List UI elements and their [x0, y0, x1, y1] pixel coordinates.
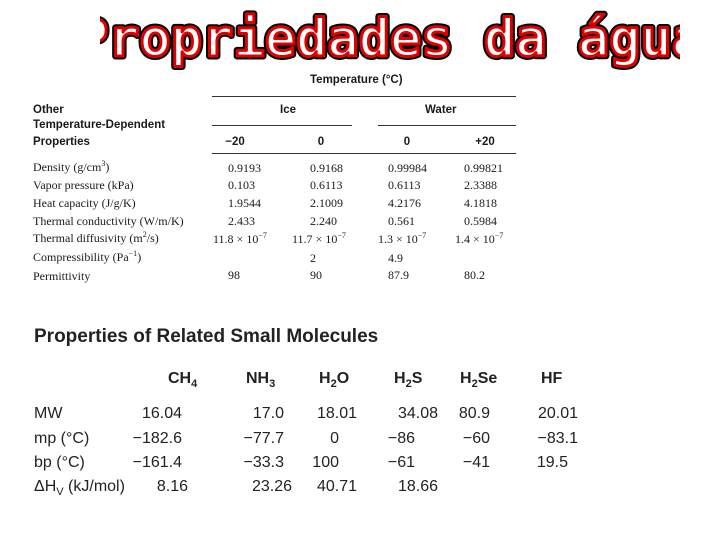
- table-cell: 20.01: [537, 405, 578, 422]
- row-label-heat-capacity: Heat capacity (J/g/K): [33, 196, 136, 210]
- slide-title-text: Propriedades da água: [100, 9, 680, 69]
- table-cell: −41: [462, 454, 490, 471]
- col-header-ch4: CH4: [168, 370, 198, 390]
- table-cell: 8.16: [156, 478, 188, 495]
- table-cell: 2.240: [310, 214, 337, 228]
- table-cell: 90: [310, 268, 322, 282]
- divider: [212, 125, 352, 126]
- col-header-hf: HF: [541, 370, 563, 387]
- row-label-thermal-conductivity: Thermal conductivity (W/m/K): [33, 214, 184, 228]
- table-cell: 0: [330, 430, 339, 447]
- related-molecules-title: Properties of Related Small Molecules: [34, 326, 379, 347]
- divider: [212, 96, 516, 97]
- table-cell: 18.66: [397, 478, 438, 495]
- table-cell: 34.08: [397, 405, 438, 422]
- table-cell: 2.433: [228, 214, 255, 228]
- table-cell: 2.3388: [464, 178, 497, 192]
- table-cell: 11.8 × 10−7: [213, 231, 267, 246]
- table-cell: 19.5: [536, 454, 568, 471]
- table-cell: 11.7 × 10−7: [292, 231, 346, 246]
- row-label-density: Density (g/cm3): [33, 159, 110, 174]
- table-cell: 17.0: [252, 405, 284, 422]
- table-cell: 98: [228, 268, 240, 282]
- table-cell: 1.3 × 10−7: [378, 231, 427, 246]
- table-cell: 2: [310, 251, 316, 265]
- water-header: Water: [425, 104, 457, 116]
- table-cell: −77.7: [243, 430, 284, 447]
- table-cell: 0.561: [388, 214, 415, 228]
- table-cell: 0.103: [228, 178, 255, 192]
- table-cell: 0.5984: [464, 214, 497, 228]
- table-cell: 4.2176: [388, 196, 421, 210]
- table-cell: −161.4: [132, 454, 182, 471]
- table-cell: −83.1: [537, 430, 578, 447]
- table-cell: 4.1818: [464, 196, 497, 210]
- table-cell: 2.1009: [310, 196, 343, 210]
- col-header-h2se: H2Se: [460, 370, 498, 390]
- slide-title: Propriedades da água Propriedades da águ…: [100, 4, 680, 74]
- col-header-h2s: H2S: [394, 370, 423, 390]
- row-label-bp: bp (°C): [34, 454, 85, 471]
- table-cell: 80.9: [458, 405, 490, 422]
- row-label-compressibility: Compressibility (Pa−1): [33, 249, 142, 264]
- temp-col-2: 0: [317, 136, 325, 148]
- temp-col-1: −20: [225, 136, 245, 148]
- table-cell: −60: [462, 430, 490, 447]
- table-cell: 100: [312, 454, 339, 471]
- table-cell: 18.01: [316, 405, 357, 422]
- table-cell: −61: [387, 454, 415, 471]
- row-label-mw: MW: [34, 405, 63, 422]
- table-cell: 4.9: [388, 251, 403, 265]
- temp-col-3: 0: [403, 136, 411, 148]
- table-cell: 0.6113: [310, 178, 343, 192]
- table-cell: 0.9193: [228, 161, 261, 175]
- temperature-header: Temperature (°C): [310, 74, 403, 86]
- row-header-line-3: Properties: [33, 136, 90, 148]
- row-label-enthalpy: ΔHV (kJ/mol): [34, 478, 125, 498]
- table-cell: 1.9544: [228, 196, 261, 210]
- table-cell: 87.9: [388, 268, 409, 282]
- row-header-line-1: Other: [33, 104, 64, 116]
- row-label-permittivity: Permittivity: [33, 269, 91, 283]
- table-cell: −182.6: [132, 430, 182, 447]
- table-cell: 0.9168: [310, 161, 343, 175]
- divider: [212, 153, 516, 154]
- col-header-nh3: NH3: [246, 370, 276, 390]
- row-label-thermal-diffusivity: Thermal diffusivity (m2/s): [33, 230, 159, 245]
- divider: [378, 125, 516, 126]
- table-cell: 16.04: [141, 405, 182, 422]
- svg-text:Propriedades da água: Propriedades da água: [100, 9, 680, 69]
- table-cell: 40.71: [316, 478, 357, 495]
- table-cell: −33.3: [243, 454, 284, 471]
- table-cell: 0.6113: [388, 178, 421, 192]
- table-cell: 80.2: [464, 268, 485, 282]
- row-label-vapor-pressure: Vapor pressure (kPa): [33, 178, 134, 192]
- table-cell: 1.4 × 10−7: [455, 231, 504, 246]
- col-header-h2o: H2O: [319, 370, 350, 390]
- table-cell: 0.99984: [388, 161, 427, 175]
- table-cell: −86: [387, 430, 415, 447]
- row-label-mp: mp (°C): [34, 430, 90, 447]
- temp-col-4: +20: [475, 136, 495, 148]
- row-header-line-2: Temperature-Dependent: [33, 119, 166, 131]
- ice-header: Ice: [280, 104, 296, 116]
- table-cell: 23.26: [251, 478, 292, 495]
- table-cell: 0.99821: [464, 161, 503, 175]
